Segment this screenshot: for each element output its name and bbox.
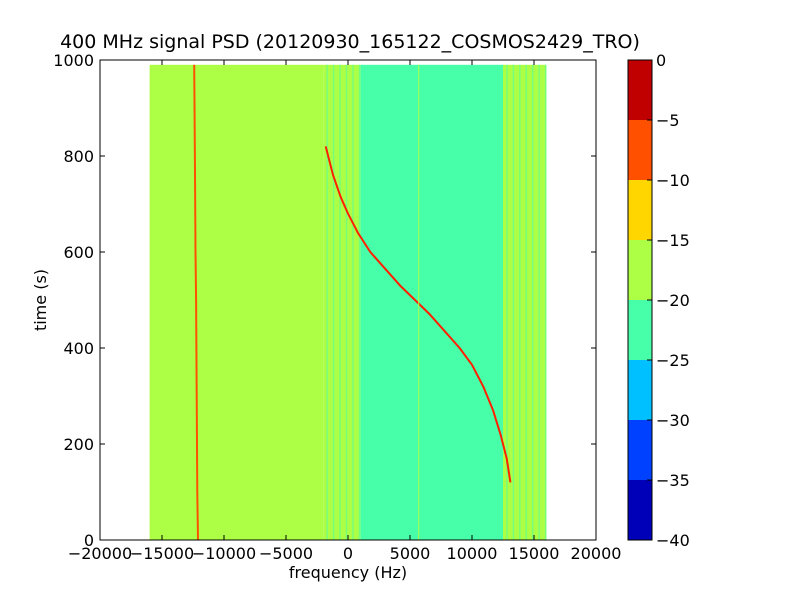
- x-axis-ticks: −20000−15000−10000 −5000 0 5000 10000 15000 20…: [68, 60, 622, 563]
- y-tick-label: 200: [63, 435, 94, 454]
- heatmap-region: [323, 64, 361, 540]
- colorbar-band: [628, 360, 652, 420]
- y-tick-label: 400: [63, 339, 94, 358]
- y-tick-label: 1000: [53, 51, 94, 70]
- colorbar-band: [628, 480, 652, 540]
- y-tick-label: 800: [63, 147, 94, 166]
- heatmap-texture: [506, 64, 508, 540]
- series-carrier-line: [193, 64, 199, 540]
- heatmap-texture: [345, 64, 348, 540]
- x-tick-label: 20000: [571, 544, 622, 563]
- heatmap-texture: [352, 64, 354, 540]
- chart-title: 400 MHz signal PSD (20120930_165122_COSM…: [60, 31, 640, 53]
- x-axis-label: frequency (Hz): [289, 563, 407, 582]
- x-tick-label: 15000: [509, 544, 560, 563]
- colorbar-band: [628, 300, 652, 360]
- heatmap-texture: [538, 64, 540, 540]
- colorbar-tick-label: −15: [656, 231, 690, 250]
- x-tick-label: −20000: [68, 544, 132, 563]
- colorbar-band: [628, 120, 652, 180]
- heatmap-texture: [532, 64, 534, 540]
- heatmap-texture: [512, 64, 515, 540]
- heatmap-texture: [544, 64, 547, 540]
- colorbar-tick-label: −35: [656, 471, 690, 490]
- colorbar-tick-label: −40: [656, 531, 690, 550]
- x-tick-label: −15000: [130, 544, 194, 563]
- colorbar-tick-label: −5: [656, 111, 680, 130]
- heatmap-texture: [519, 64, 521, 540]
- colorbar: −40 −35 −30 −25 −20 −15 −10 −5 0: [627, 51, 690, 550]
- heatmap-region: [360, 64, 503, 540]
- heatmap-texture: [525, 64, 528, 540]
- colorbar-tick-label: −30: [656, 411, 690, 430]
- series-doppler-curve: [324, 146, 512, 483]
- heatmap-texture: [358, 64, 361, 540]
- colorbar-band: [628, 240, 652, 300]
- heatmap-texture: [339, 64, 341, 540]
- x-tick-label: 0: [343, 544, 353, 563]
- x-tick-label: −5000: [259, 544, 313, 563]
- y-tick-label: 600: [63, 243, 94, 262]
- x-tick-label: 10000: [447, 544, 498, 563]
- y-axis-ticks: 0 200 400 600 800 1000: [53, 51, 596, 550]
- plot-area: −20000−15000−10000 −5000 0 5000 10000 15000 20…: [53, 51, 621, 563]
- heatmap-texture: [326, 64, 328, 540]
- colorbar-band: [628, 180, 652, 240]
- colorbar-tick-label: −20: [656, 291, 690, 310]
- heatmap-texture: [332, 64, 335, 540]
- x-tick-label: 5000: [390, 544, 431, 563]
- colorbar-band: [628, 60, 652, 120]
- colorbar-tick-label: −10: [656, 171, 690, 190]
- series-layer: [193, 64, 512, 540]
- colorbar-tick-label: 0: [656, 51, 666, 70]
- colorbar-band: [628, 420, 652, 480]
- colorbar-tick-label: −25: [656, 351, 690, 370]
- y-axis-label: time (s): [31, 269, 50, 331]
- x-tick-label: −10000: [192, 544, 256, 563]
- heatmap-region: [149, 64, 324, 540]
- heatmap-layer: [149, 64, 547, 540]
- y-tick-label: 0: [84, 531, 94, 550]
